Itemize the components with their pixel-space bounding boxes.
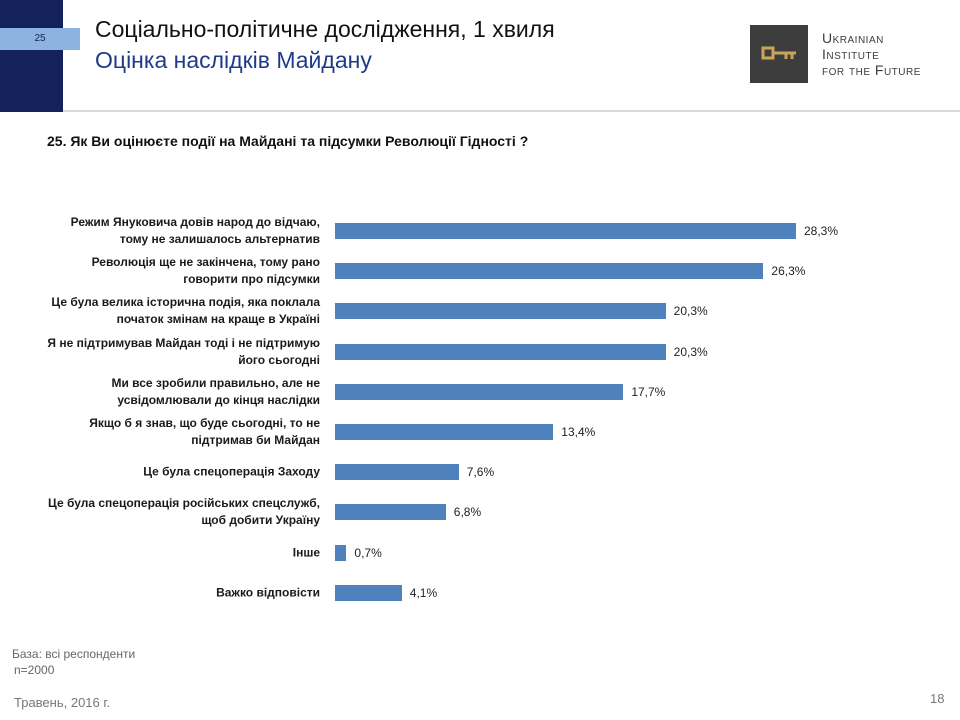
page-number: 18 xyxy=(930,691,945,706)
logo-key xyxy=(761,46,796,60)
value-label: 20,3% xyxy=(673,304,708,319)
header-rule xyxy=(63,110,960,112)
value-label: 6,8% xyxy=(453,505,482,520)
value-label: 13,4% xyxy=(561,425,596,439)
sample-note: n=2000 xyxy=(14,663,55,677)
value-label: 26,3% xyxy=(771,264,806,279)
bar xyxy=(335,504,446,521)
logo-line: for the Future xyxy=(822,62,921,78)
value-label: 17,7% xyxy=(631,384,666,399)
bar xyxy=(335,584,402,601)
category-label: Ми все зробили правильно, але не усвідом… xyxy=(111,375,320,407)
slide-tag: 25 xyxy=(0,28,80,50)
category-label: Революція ще не закінчена, тому рано гов… xyxy=(91,255,320,287)
category-label: Я не підтримував Майдан тоді і не підтри… xyxy=(47,335,320,367)
category-label: Це була спецоперація російських спецслуж… xyxy=(48,496,320,528)
category-label: Інше xyxy=(292,545,320,560)
slide-title: Соціально-політичне дослідження, 1 хвиля xyxy=(95,16,555,42)
value-label: 20,3% xyxy=(673,344,708,359)
bar xyxy=(335,544,347,561)
logo-text: Ukrainian Institute for the Future xyxy=(822,30,921,78)
category-label: Це була спецоперація Заходу xyxy=(143,464,320,479)
bar xyxy=(335,343,666,360)
value-label: 0,7% xyxy=(354,545,382,560)
bar xyxy=(335,424,554,440)
value-label: 7,6% xyxy=(466,465,495,480)
header-block xyxy=(0,0,63,112)
value-label: 28,3% xyxy=(804,224,839,238)
logo-line: Ukrainian xyxy=(822,30,884,46)
category-label: Якщо б я знав, що буде сьогодні, то не п… xyxy=(89,416,320,447)
logo-line: Institute xyxy=(822,46,880,62)
logo-box xyxy=(750,25,808,83)
chart-title: 25. Як Ви оцінюєте події на Майдані та п… xyxy=(47,133,529,149)
category-label: Це була велика історична подія, яка покл… xyxy=(51,295,320,327)
value-label: 4,1% xyxy=(409,585,438,600)
bar xyxy=(335,383,624,400)
bar xyxy=(335,303,666,320)
date-note: Травень, 2016 г. xyxy=(14,695,111,710)
bar xyxy=(335,223,796,239)
category-label: Важко відповісти xyxy=(216,585,320,600)
category-label: Режим Януковича довів народ до відчаю, т… xyxy=(70,215,320,246)
bar xyxy=(335,464,459,481)
base-note: База: всі респонденти xyxy=(12,647,136,661)
bar xyxy=(335,263,764,280)
slide-subtitle: Оцінка наслідків Майдану xyxy=(95,47,372,73)
